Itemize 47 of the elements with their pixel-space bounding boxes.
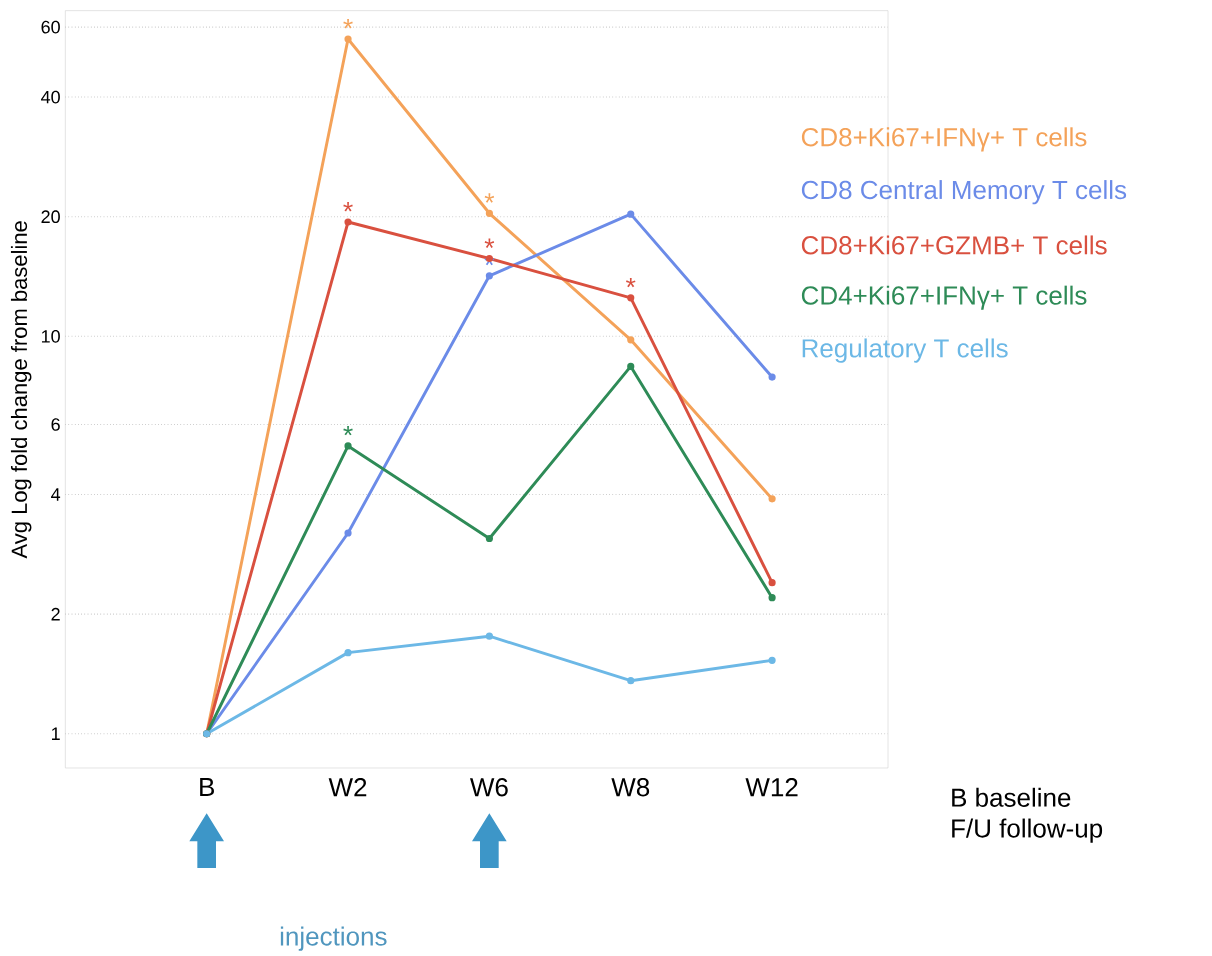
y-tick-label: 6: [51, 418, 60, 431]
text: CD8+Ki67+GZMB+ T cells: [801, 235, 1107, 255]
point: [768, 656, 776, 664]
point: [768, 579, 776, 587]
y-axis-title: Avg Log fold change from baseline: [10, 221, 32, 559]
point: [627, 362, 635, 371]
point: [768, 594, 776, 602]
y-tick-label: 1: [51, 727, 60, 740]
point: [344, 35, 352, 43]
y-tick-label: 20: [41, 210, 60, 224]
point: [627, 677, 635, 685]
text: CD4+Ki67+IFNγ+ T cells: [801, 285, 1087, 310]
text: B baseline: [952, 787, 1071, 807]
point: [627, 336, 635, 344]
y-tick-label: 40: [41, 90, 60, 104]
x-tick-label: W8: [611, 778, 650, 797]
annotation: *: [484, 238, 495, 248]
point: [627, 294, 635, 302]
point: [485, 272, 493, 280]
x-tick-label: B: [200, 778, 214, 796]
y-tick-label: 4: [51, 488, 61, 501]
annotation: *: [343, 202, 353, 212]
point: [627, 210, 635, 218]
annotation: *: [484, 193, 495, 203]
text: F/U follow-up: [952, 818, 1103, 843]
point: [344, 649, 352, 657]
y-tick-label: 2: [51, 607, 60, 621]
point: [485, 209, 493, 217]
x-tick-label: W2: [328, 778, 367, 797]
text: Regulatory T cells: [802, 338, 1008, 363]
text: CD8 Central Memory T cells: [801, 180, 1127, 205]
text: CD8+Ki67+IFNγ+ T cells: [801, 127, 1087, 152]
point: [344, 529, 352, 537]
point: [485, 632, 493, 640]
annotation: *: [343, 19, 353, 29]
x-tick-label: W6: [470, 778, 508, 797]
y-tick-label: 10: [41, 329, 60, 343]
point: [768, 373, 776, 381]
point: [344, 442, 352, 450]
point: [768, 495, 776, 503]
y-tick-label: 60: [41, 20, 60, 34]
text: injections: [280, 926, 387, 951]
point: [485, 534, 493, 543]
annotation: *: [343, 425, 353, 436]
x-tick-label: W12: [745, 778, 798, 797]
annotation: *: [626, 277, 636, 288]
point: [344, 218, 352, 226]
